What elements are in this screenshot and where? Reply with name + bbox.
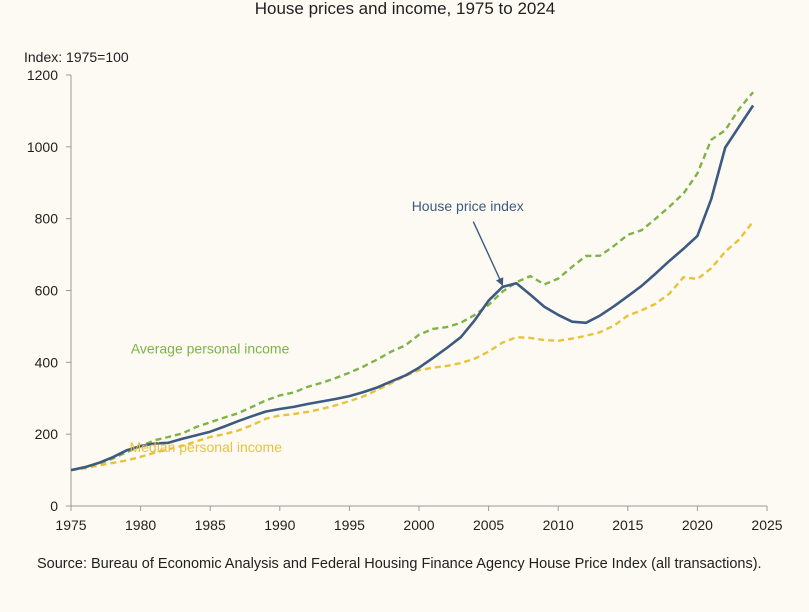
x-tick-label: 1990: [264, 517, 295, 533]
y-tick-label: 1000: [27, 139, 58, 155]
y-tick-label: 0: [50, 498, 58, 514]
y-tick-label: 400: [35, 354, 59, 370]
y-axis-label: Index: 1975=100: [24, 49, 129, 65]
x-tick-label: 1980: [125, 517, 156, 533]
axes: 0 200 400 600 800 1000 1200 1975 1980 1985 1990 199…: [27, 67, 783, 533]
y-tick-label: 600: [35, 283, 59, 299]
x-tick-label: 2005: [473, 517, 504, 533]
y-tick-label: 1200: [27, 67, 58, 83]
x-tick-label: 2025: [751, 517, 782, 533]
x-tick-label: 2000: [403, 517, 434, 533]
x-tick-label: 1995: [334, 517, 365, 533]
annotation-arrow: [472, 221, 504, 287]
x-tick-label: 2010: [543, 517, 574, 533]
series-line-house-price-index: [70, 104, 755, 472]
annotation-house-price-index: House price index: [412, 198, 524, 214]
source-note: Source: Bureau of Economic Analysis and …: [37, 556, 762, 572]
chart-title: House prices and income, 1975 to 2024: [255, 0, 556, 18]
series-line-average-personal-income: [70, 91, 755, 472]
x-tick-label: 1975: [55, 517, 86, 533]
annotations-group: House price index Average personal income…: [129, 198, 523, 455]
series-group: [70, 91, 755, 472]
y-tick-label: 200: [35, 426, 59, 442]
annotation-median-personal-income: Median personal income: [129, 439, 282, 455]
annotation-average-personal-income: Average personal income: [131, 341, 290, 357]
y-tick-label: 800: [35, 211, 59, 227]
x-tick-label: 2015: [612, 517, 643, 533]
x-tick-label: 2020: [682, 517, 713, 533]
x-tick-label: 1985: [195, 517, 226, 533]
